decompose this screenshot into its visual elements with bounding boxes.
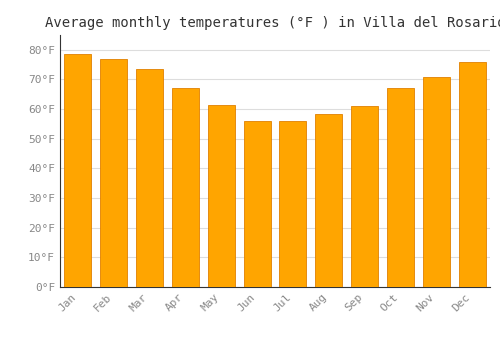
Bar [280, 121, 306, 287]
Bar [100, 59, 127, 287]
Bar [64, 54, 92, 287]
Bar [136, 69, 163, 287]
Bar [423, 77, 450, 287]
Bar [172, 88, 199, 287]
Bar [351, 106, 378, 287]
Bar [244, 121, 270, 287]
Title: Average monthly temperatures (°F ) in Villa del Rosario: Average monthly temperatures (°F ) in Vi… [44, 16, 500, 30]
Bar [208, 105, 234, 287]
Bar [458, 62, 485, 287]
Bar [387, 88, 414, 287]
Bar [316, 113, 342, 287]
